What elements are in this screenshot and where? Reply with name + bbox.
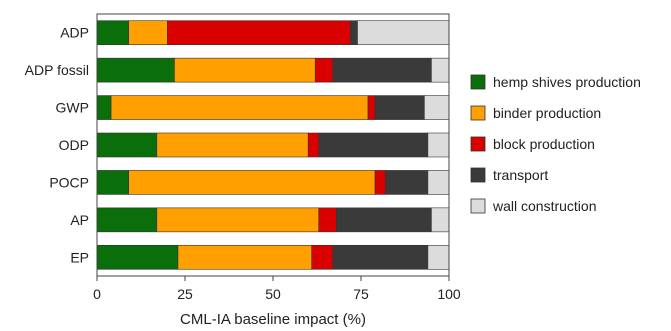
category-label-gwp: GWP (56, 100, 89, 116)
category-label-ep: EP (70, 249, 89, 265)
legend-swatch-block-production (470, 136, 486, 152)
bar-gwp-binder-production (110, 95, 369, 120)
bar-ep-block-production (311, 244, 334, 270)
bar-gwp-wall-construction (424, 95, 450, 120)
bar-ep-wall-construction (427, 244, 450, 270)
bar-odp-transport (318, 132, 429, 158)
category-label-pocp: POCP (49, 174, 89, 190)
bar-pocp-binder-production (128, 170, 376, 195)
bar-pocp-hemp-shives-production (96, 170, 129, 195)
bar-ap-hemp-shives-production (96, 207, 158, 233)
bar-ap-transport (336, 207, 432, 233)
category-label-adp-fossil: ADP fossil (25, 62, 89, 78)
legend-label-hemp-shives-production: hemp shives production (493, 74, 641, 90)
bar-ap-wall-construction (431, 207, 450, 233)
x-tick-label: 75 (353, 286, 369, 302)
x-tick-label: 0 (93, 286, 101, 302)
bar-odp-binder-production (156, 132, 309, 158)
category-label-odp: ODP (59, 137, 89, 153)
bar-gwp-hemp-shives-production (96, 95, 112, 120)
legend-swatch-hemp-shives-production (470, 74, 486, 90)
bar-ep-binder-production (177, 244, 313, 270)
legend: hemp shives production binder production b… (470, 74, 641, 214)
bars-layer (96, 20, 450, 270)
bar-ep-transport (332, 244, 429, 270)
bar-adp-binder-production (128, 20, 168, 46)
bar-adp-fossil-hemp-shives-production (96, 57, 175, 83)
x-tick-label: 50 (265, 286, 281, 302)
bar-adp-fossil-binder-production (174, 57, 316, 83)
legend-label-transport: transport (493, 167, 548, 183)
bar-odp-wall-construction (427, 132, 450, 158)
bar-pocp-transport (385, 170, 429, 195)
legend-swatch-binder-production (470, 105, 486, 121)
category-label-ap: AP (70, 212, 89, 228)
x-axis: 0 25 50 75 100 (93, 276, 461, 302)
legend-label-wall-construction: wall construction (492, 198, 597, 214)
bar-ap-binder-production (156, 207, 320, 233)
legend-swatch-transport (470, 167, 486, 183)
bar-gwp-transport (374, 95, 425, 120)
bar-ep-hemp-shives-production (96, 244, 179, 270)
bar-odp-hemp-shives-production (96, 132, 158, 158)
bar-gwp-block-production (367, 95, 376, 120)
legend-label-block-production: block production (493, 136, 595, 152)
x-tick-label: 100 (437, 286, 461, 302)
bar-adp-hemp-shives-production (96, 20, 129, 46)
bar-adp-fossil-transport (332, 57, 432, 83)
bar-pocp-block-production (374, 170, 386, 195)
bar-adp-block-production (167, 20, 351, 46)
bar-ap-block-production (318, 207, 337, 233)
bar-adp-transport (350, 20, 358, 46)
bar-odp-block-production (307, 132, 320, 158)
bar-adp-fossil-wall-construction (431, 57, 450, 83)
legend-swatch-wall-construction (470, 198, 486, 214)
legend-label-binder-production: binder production (493, 105, 601, 121)
x-axis-title: CML-IA baseline impact (%) (180, 311, 366, 328)
x-tick-label: 25 (177, 286, 193, 302)
bar-adp-wall-construction (357, 20, 450, 46)
category-label-adp: ADP (60, 25, 89, 41)
category-labels: ADP ADP fossil GWP ODP POCP AP EP (25, 25, 89, 266)
bar-adp-fossil-block-production (314, 57, 334, 83)
bar-pocp-wall-construction (427, 170, 450, 195)
